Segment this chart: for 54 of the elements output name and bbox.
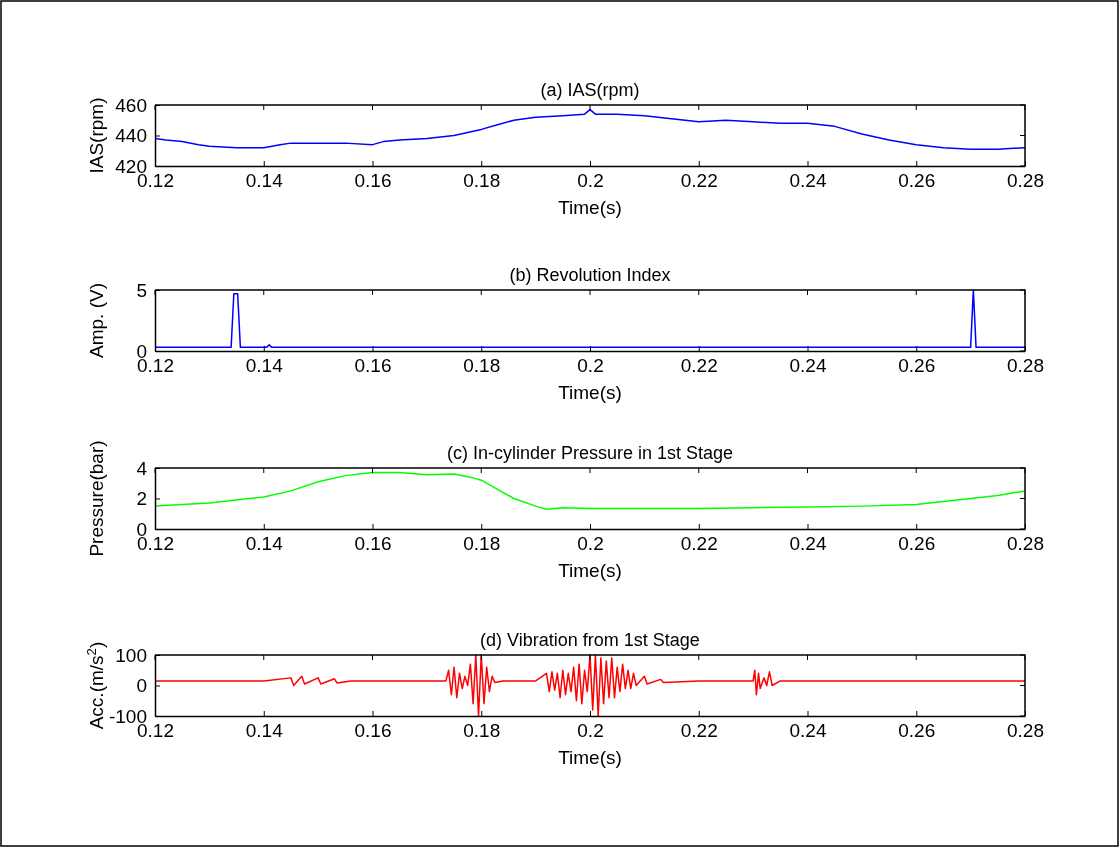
line-series xyxy=(155,654,1025,717)
x-tick-label: 0.26 xyxy=(898,720,936,742)
x-tick-label: 0.28 xyxy=(1007,720,1044,742)
x-axis-title: Time(s) xyxy=(558,382,622,403)
x-tick-label: 0.24 xyxy=(789,533,827,555)
x-tick-label: 0.24 xyxy=(789,355,827,377)
x-tick-label: 0.24 xyxy=(789,720,827,742)
y-tick-label: 100 xyxy=(115,644,147,666)
line-series xyxy=(155,471,1025,510)
x-tick-label: 0.28 xyxy=(1007,533,1044,555)
y-tick-label: 460 xyxy=(115,94,147,116)
x-tick-label: 0.22 xyxy=(680,720,718,742)
x-tick-label: 0.22 xyxy=(680,533,718,555)
y-tick-label: 5 xyxy=(136,279,147,301)
x-tick-label: 0.26 xyxy=(898,170,936,192)
y-axis-title: IAS(rpm) xyxy=(86,97,107,174)
x-axis-title: Time(s) xyxy=(558,560,622,581)
x-axis-title: Time(s) xyxy=(558,197,622,218)
x-tick-label: 0.16 xyxy=(354,355,392,377)
x-tick-label: 0.28 xyxy=(1007,170,1044,192)
x-axis-title: Time(s) xyxy=(558,747,622,768)
x-tick-label: 0.2 xyxy=(577,533,604,555)
y-tick-label: 2 xyxy=(136,488,147,510)
x-tick-label: 0.16 xyxy=(354,533,392,555)
x-tick-label: 0.18 xyxy=(463,355,501,377)
x-tick-label: 0.22 xyxy=(680,170,718,192)
x-tick-label: 0.14 xyxy=(245,355,284,377)
line-series xyxy=(155,108,1025,150)
y-tick-label: 0 xyxy=(136,675,147,697)
x-tick-label: 0.28 xyxy=(1007,355,1044,377)
x-tick-label: 0.2 xyxy=(577,170,604,192)
x-tick-label: 0.2 xyxy=(577,720,604,742)
x-tick-label: 0.14 xyxy=(245,720,284,742)
y-tick-label: 440 xyxy=(115,125,147,147)
y-axis-title: Pressure(bar) xyxy=(86,440,107,557)
chart-title: (a) IAS(rpm) xyxy=(540,80,640,100)
y-tick-label: 4 xyxy=(136,457,148,479)
chart-title: (c) In-cylinder Pressure in 1st Stage xyxy=(446,443,734,463)
x-tick-label: 0.14 xyxy=(245,170,284,192)
line-series xyxy=(155,289,1025,349)
chart-title: (b) Revolution Index xyxy=(509,265,671,285)
x-tick-label: 0.16 xyxy=(354,170,392,192)
x-tick-label: 0.18 xyxy=(463,533,501,555)
x-tick-label: 0.26 xyxy=(898,533,936,555)
x-tick-label: 0.18 xyxy=(463,170,501,192)
x-tick-label: 0.22 xyxy=(680,355,718,377)
x-tick-label: 0.24 xyxy=(789,170,827,192)
x-tick-label: 0.26 xyxy=(898,355,936,377)
x-tick-label: 0.14 xyxy=(245,533,284,555)
chart-title: (d) Vibration from 1st Stage xyxy=(480,630,700,650)
x-tick-label: 0.18 xyxy=(463,720,501,742)
y-axis-title: Amp. (V) xyxy=(86,283,107,358)
x-tick-label: 0.2 xyxy=(577,355,604,377)
x-tick-label: 0.16 xyxy=(354,720,392,742)
